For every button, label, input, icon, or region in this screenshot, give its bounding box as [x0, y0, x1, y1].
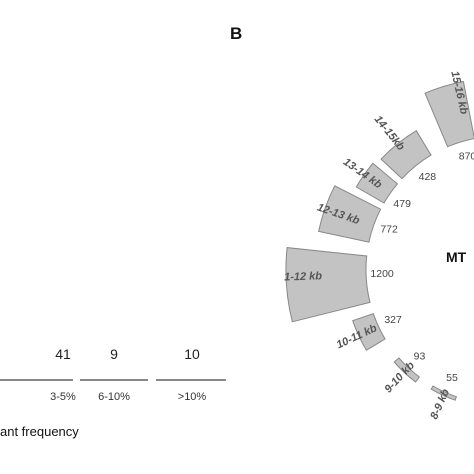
radial-bar [352, 312, 386, 351]
count-label: 41 [55, 346, 71, 362]
radial-bar [285, 247, 371, 323]
sector-label: 14-15kb [372, 113, 407, 153]
sector-label: 1-12 kb [284, 270, 323, 283]
bin-label: >10% [178, 391, 207, 403]
count-label: 10 [184, 346, 200, 362]
value-label: 772 [380, 224, 398, 236]
value-label: 1200 [370, 268, 394, 280]
radial-bar [430, 385, 458, 401]
bin-label: 3-5% [50, 391, 76, 403]
radial-bar [380, 130, 432, 180]
value-label: 870 [459, 151, 474, 163]
value-label: 327 [384, 314, 402, 326]
value-label: 93 [414, 350, 426, 362]
bin-label: 6-10% [98, 391, 130, 403]
value-label: 479 [393, 198, 411, 210]
radial-bar [318, 185, 382, 243]
count-label: 9 [110, 346, 118, 362]
x-axis-title: ant frequency [0, 424, 79, 439]
panel-a-bin-chart: 41 3-5% 9 6-10% 10 >10% [0, 346, 226, 403]
value-label: 55 [446, 372, 458, 384]
value-label: 428 [419, 171, 437, 183]
panel-b-label: B [230, 24, 242, 43]
radial-bar [393, 357, 421, 383]
radial-bar [355, 162, 399, 204]
sector-label: 8-9 kb [428, 387, 452, 421]
radial-bar [424, 80, 474, 148]
center-label: MT [446, 249, 467, 265]
